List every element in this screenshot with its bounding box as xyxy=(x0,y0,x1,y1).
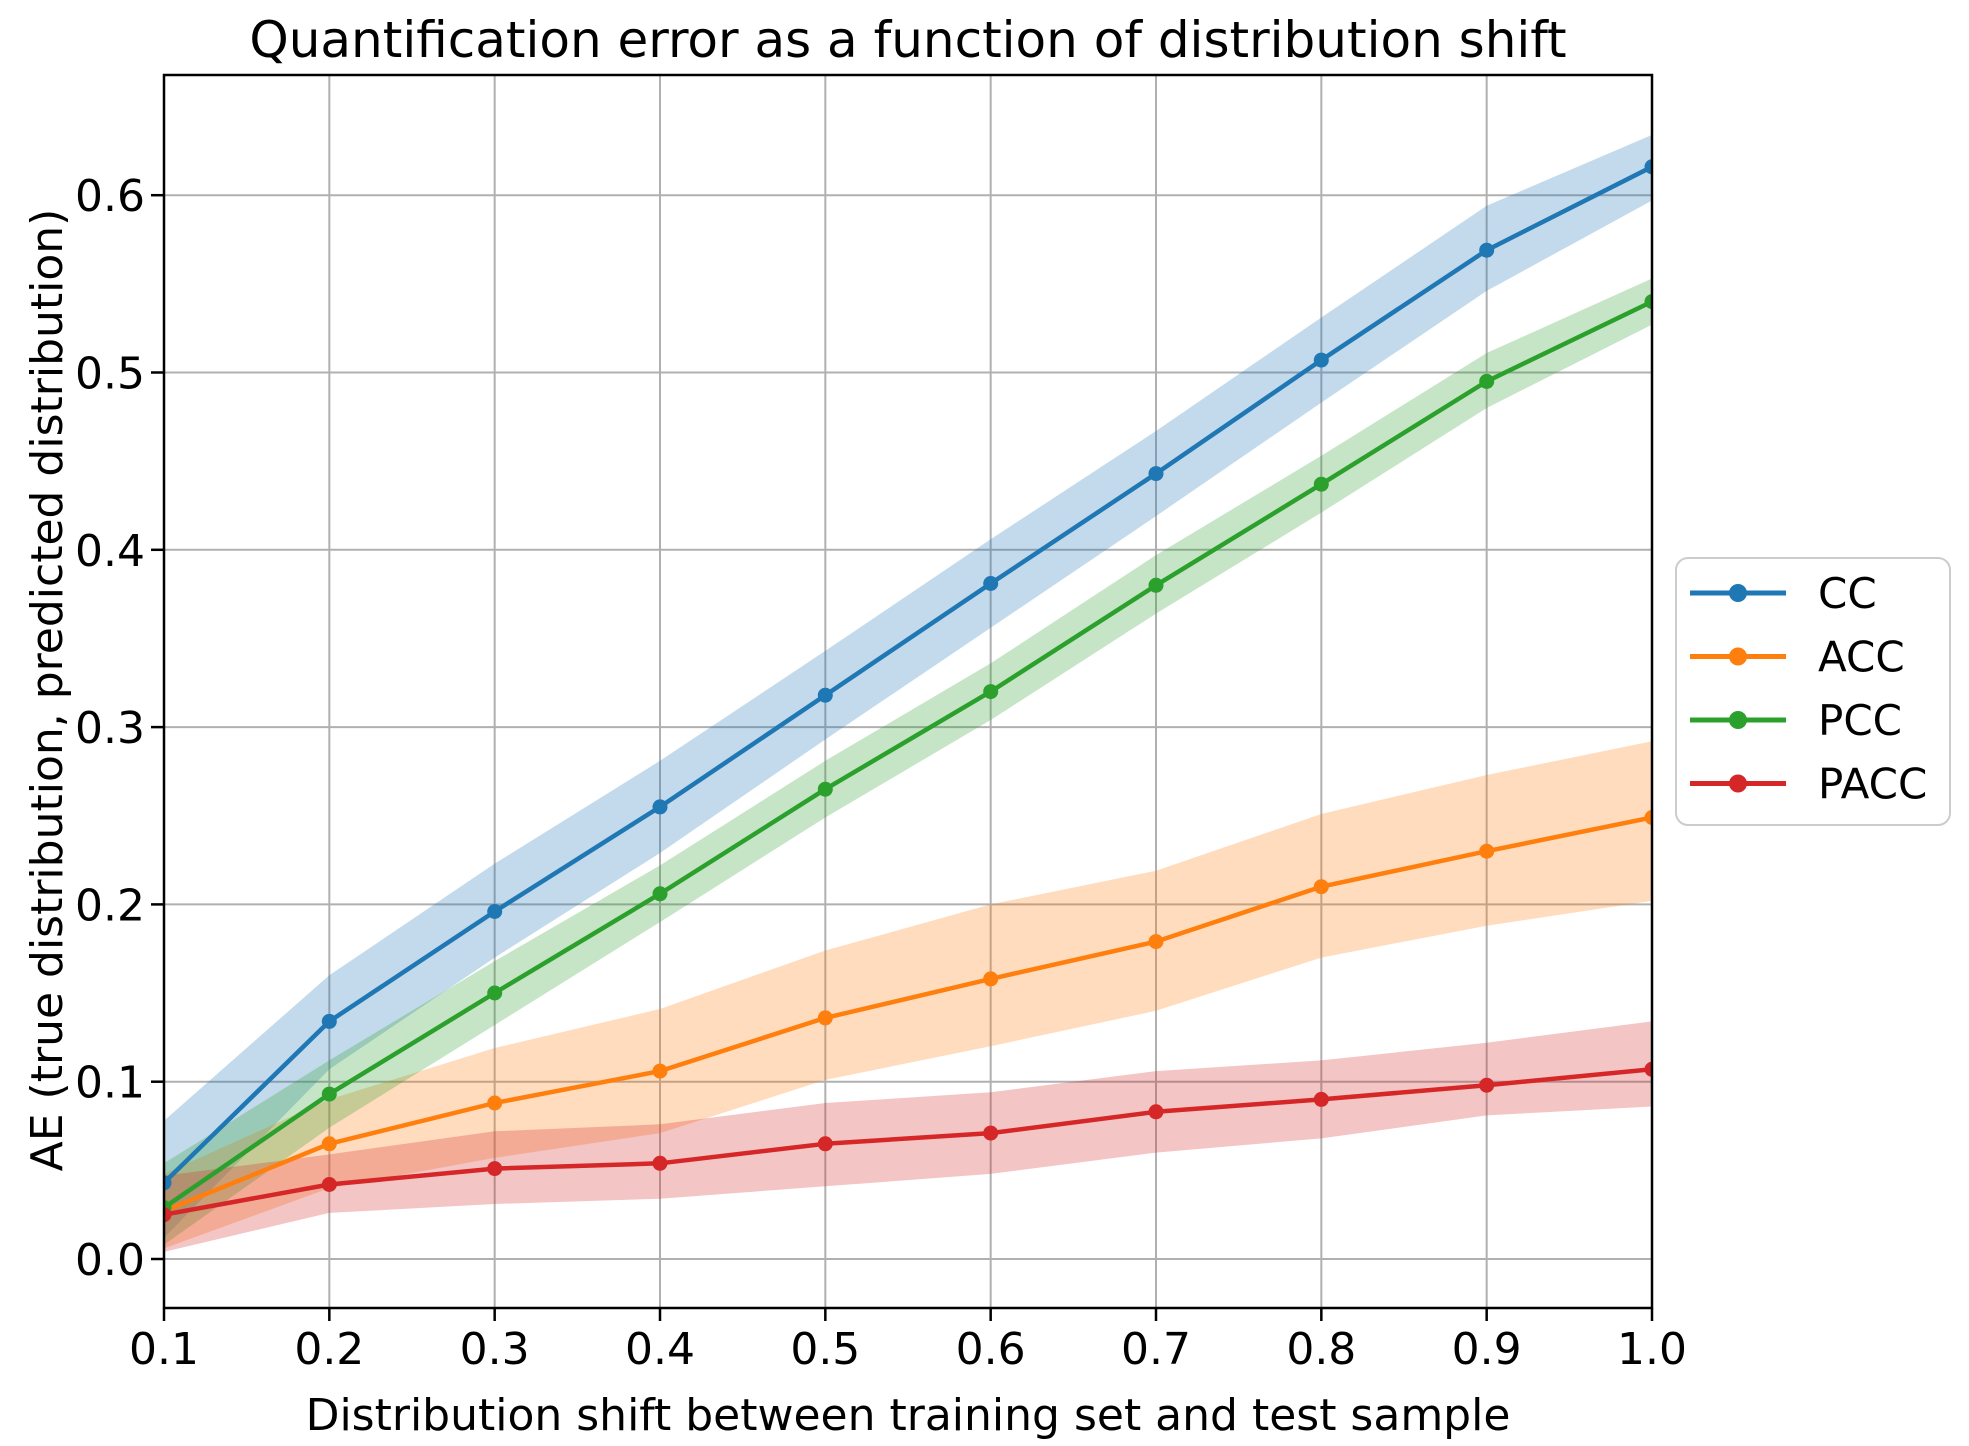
legend-sample-marker-pcc xyxy=(1729,711,1747,729)
legend-label-pacc: PACC xyxy=(1818,760,1927,809)
data-point-acc xyxy=(652,1063,668,1079)
data-point-cc xyxy=(487,904,503,919)
data-point-pcc xyxy=(1644,294,1652,310)
x-tick-label: 1.0 xyxy=(1617,1324,1687,1375)
legend-label-pcc: PCC xyxy=(1818,696,1902,745)
series-lines xyxy=(164,159,1652,1223)
y-tick-label: 0.2 xyxy=(75,880,145,931)
data-point-pacc xyxy=(487,1161,503,1177)
series-line-acc xyxy=(164,815,1652,1214)
data-point-cc xyxy=(652,799,668,815)
data-point-pcc xyxy=(652,886,668,902)
data-point-pcc xyxy=(1313,476,1329,492)
legend: CC ACC PCC PACC xyxy=(1675,557,1951,826)
data-point-cc xyxy=(1148,466,1164,482)
x-tick-label: 0.5 xyxy=(790,1324,860,1375)
tick-marks xyxy=(151,193,1654,1321)
y-tick-label: 0.5 xyxy=(75,349,145,400)
data-point-acc xyxy=(1479,843,1495,859)
legend-label-cc: CC xyxy=(1818,569,1877,618)
legend-sample-marker-cc xyxy=(1729,584,1747,602)
data-point-acc xyxy=(1644,810,1652,825)
data-point-acc xyxy=(487,1095,503,1111)
data-point-pacc xyxy=(1313,1091,1329,1107)
confidence-band-acc xyxy=(164,741,1652,1249)
data-point-acc xyxy=(983,971,999,987)
data-point-acc xyxy=(321,1136,337,1152)
data-point-pacc xyxy=(1644,1061,1652,1077)
legend-sample-marker-pacc xyxy=(1729,774,1747,793)
data-point-cc xyxy=(1644,159,1652,175)
series-line-pacc xyxy=(164,1067,1652,1217)
x-tick-label: 0.7 xyxy=(1121,1324,1191,1375)
data-point-acc xyxy=(1148,934,1164,950)
data-point-pacc xyxy=(817,1136,833,1152)
data-point-cc xyxy=(321,1013,337,1029)
x-tick-label: 0.8 xyxy=(1286,1324,1356,1375)
series-line-cc xyxy=(164,164,1652,1186)
data-point-acc xyxy=(1313,879,1329,895)
x-tick-label: 0.2 xyxy=(294,1324,364,1375)
data-point-cc xyxy=(983,576,999,591)
confidence-band-cc xyxy=(164,134,1652,1238)
data-point-pcc xyxy=(487,985,503,1001)
data-point-pacc xyxy=(983,1125,999,1141)
x-tick-label: 0.1 xyxy=(129,1324,199,1375)
legend-box xyxy=(1675,557,1951,826)
data-point-pacc xyxy=(652,1155,668,1171)
x-axis-label: Distribution shift between training set … xyxy=(306,1390,1511,1441)
data-point-pacc xyxy=(164,1207,172,1223)
data-point-pcc xyxy=(1479,373,1495,389)
data-point-acc xyxy=(817,1010,833,1026)
data-point-pcc xyxy=(1148,577,1164,593)
data-point-pacc xyxy=(1479,1077,1495,1093)
data-point-pcc xyxy=(983,684,999,700)
data-point-cc xyxy=(1479,242,1495,258)
chart-title: Quantification error as a function of di… xyxy=(249,11,1566,69)
confidence-band-pcc xyxy=(164,278,1652,1245)
data-point-pacc xyxy=(1148,1104,1164,1120)
tick-labels: 0.1 0.2 0.3 0.4 0.5 0.6 0.7 0.8 0.9 1.0 0.0 0.1 0.2 0… xyxy=(75,171,1687,1375)
y-axis-label: AE (true distribution, predicted distrib… xyxy=(22,209,73,1172)
x-tick-label: 0.3 xyxy=(460,1324,530,1375)
data-point-cc xyxy=(817,687,833,703)
series-line-pcc xyxy=(164,299,1652,1210)
data-point-pcc xyxy=(817,781,833,797)
x-tick-label: 0.9 xyxy=(1452,1324,1522,1375)
y-tick-label: 0.4 xyxy=(75,526,145,577)
x-tick-label: 0.6 xyxy=(956,1324,1026,1375)
y-tick-label: 0.1 xyxy=(75,1058,145,1109)
legend-sample-marker-acc xyxy=(1729,647,1747,666)
y-tick-label: 0.3 xyxy=(75,703,145,754)
data-point-cc xyxy=(1313,352,1329,368)
y-tick-label: 0.6 xyxy=(75,171,145,222)
legend-label-acc: ACC xyxy=(1818,633,1905,682)
data-point-pcc xyxy=(321,1086,337,1102)
confidence-bands xyxy=(164,134,1652,1252)
y-tick-label: 0.0 xyxy=(75,1235,145,1286)
x-tick-label: 0.4 xyxy=(625,1324,695,1375)
data-point-cc xyxy=(164,1175,172,1191)
data-point-pacc xyxy=(321,1177,337,1192)
axes-frame xyxy=(162,73,1654,1310)
